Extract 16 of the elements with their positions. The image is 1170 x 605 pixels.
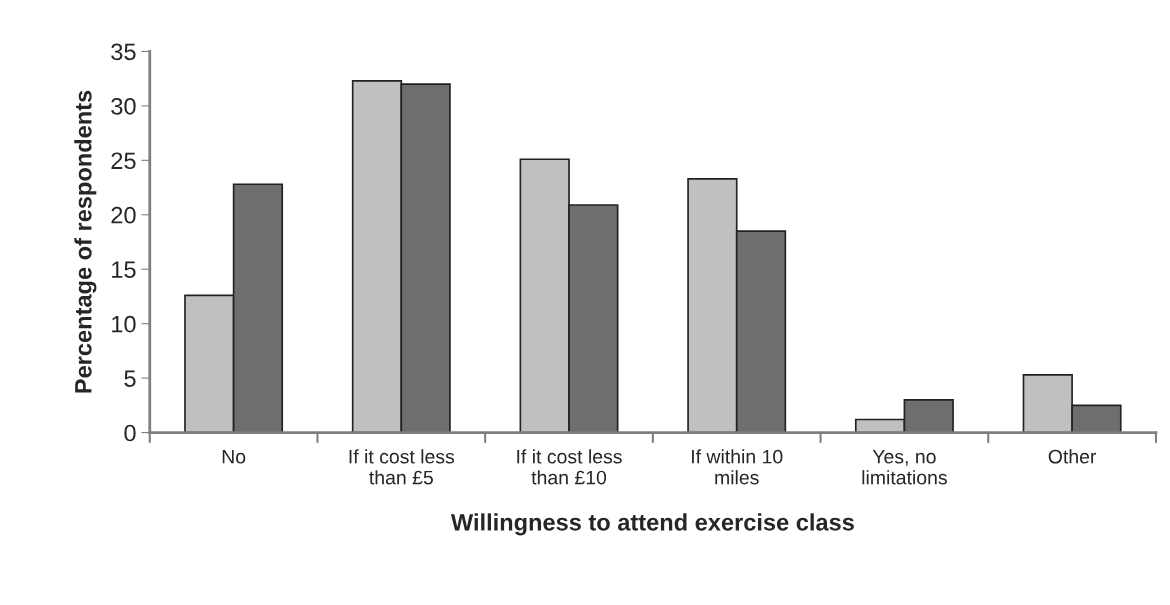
y-tick-label: 20 — [111, 206, 136, 224]
y-tick-label: 5 — [124, 370, 136, 387]
x-tick-label: No — [222, 449, 246, 464]
x-tick-label: If it cost less than £10 — [517, 449, 622, 485]
y-tick-label: 30 — [111, 97, 136, 115]
x-tick-label: If it cost less than £5 — [349, 449, 455, 485]
x-tick-label: Other — [1048, 449, 1097, 464]
x-tick-label: If within 10 miles — [692, 449, 783, 485]
y-axis-title: Percentage of respondents — [74, 90, 97, 393]
y-tick-label: 10 — [112, 315, 136, 333]
x-tick-label: Yes, no limitations — [862, 449, 947, 485]
y-tick-label: 35 — [111, 43, 136, 61]
y-tick-label: 15 — [112, 261, 136, 279]
y-tick-label: 0 — [124, 424, 136, 442]
x-axis-title: Willingness to attend exercise class — [450, 513, 854, 536]
y-tick-label: 25 — [111, 152, 136, 170]
